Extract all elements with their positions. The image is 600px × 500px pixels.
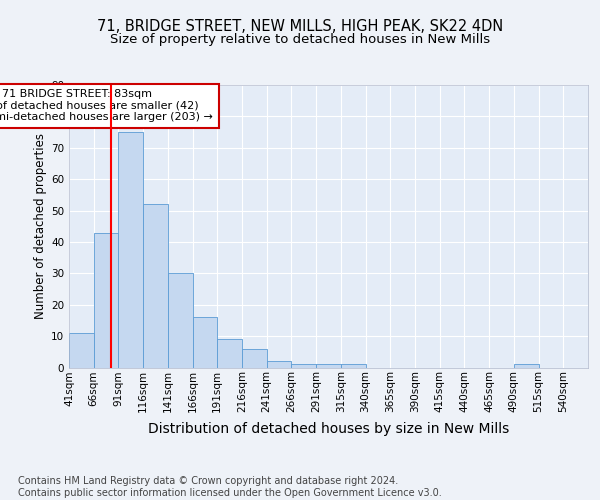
Bar [143,204,168,368]
Bar [193,318,217,368]
Text: 71, BRIDGE STREET, NEW MILLS, HIGH PEAK, SK22 4DN: 71, BRIDGE STREET, NEW MILLS, HIGH PEAK,… [97,19,503,34]
Bar [514,364,539,368]
Bar [267,361,292,368]
Text: Size of property relative to detached houses in New Mills: Size of property relative to detached ho… [110,32,490,46]
Text: Distribution of detached houses by size in New Mills: Distribution of detached houses by size … [148,422,509,436]
Y-axis label: Number of detached properties: Number of detached properties [34,133,47,320]
Bar [292,364,316,368]
Bar [217,339,242,368]
Bar [168,274,193,368]
Bar [118,132,143,368]
Bar [94,232,118,368]
Bar [242,348,267,368]
Text: Contains HM Land Registry data © Crown copyright and database right 2024.
Contai: Contains HM Land Registry data © Crown c… [18,476,442,498]
Text: 71 BRIDGE STREET: 83sqm
← 17% of detached houses are smaller (42)
83% of semi-de: 71 BRIDGE STREET: 83sqm ← 17% of detache… [0,89,213,122]
Bar [69,333,94,368]
Bar [341,364,365,368]
Bar [316,364,341,368]
